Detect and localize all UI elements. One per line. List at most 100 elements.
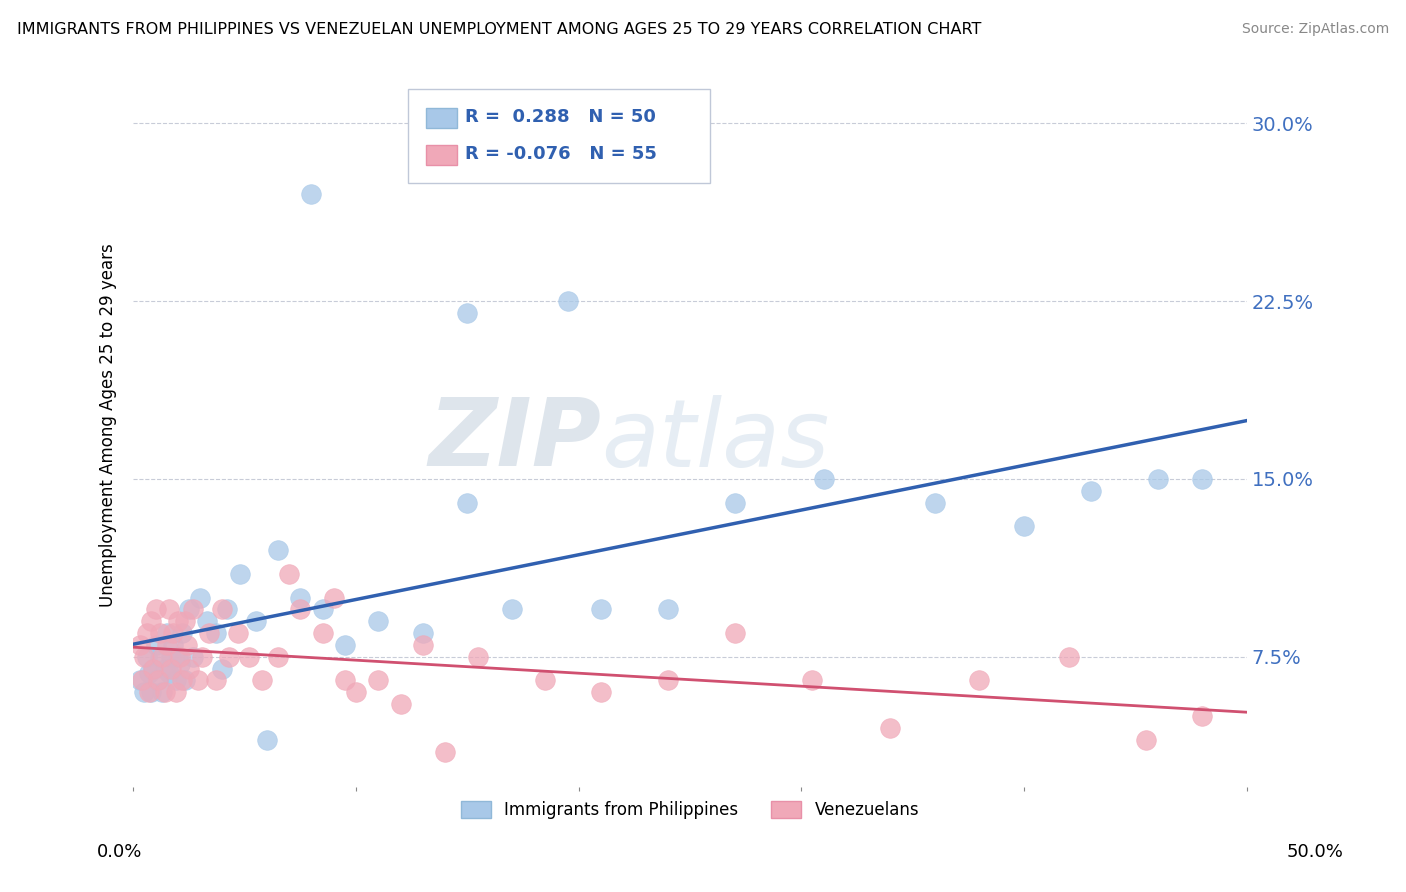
Point (367, 614, 389, 628)
Point (456, 306, 478, 320)
Point (229, 566, 252, 581)
Point (169, 657, 191, 671)
Point (218, 649, 240, 664)
Point (301, 187, 323, 202)
Point (534, 673, 557, 688)
Point (211, 662, 233, 676)
Point (167, 649, 190, 664)
Point (589, 685, 612, 699)
Point (924, 496, 946, 510)
Text: Source: ZipAtlas.com: Source: ZipAtlas.com (1241, 22, 1389, 37)
Point (1057, 649, 1080, 664)
Point (160, 662, 183, 676)
Point (501, 602, 523, 616)
Point (153, 662, 176, 676)
Point (723, 626, 745, 640)
Point (149, 626, 172, 640)
Point (134, 649, 156, 664)
Point (149, 649, 172, 664)
Point (165, 685, 187, 699)
Point (434, 745, 457, 759)
Point (173, 673, 195, 688)
Point (146, 673, 169, 688)
Point (191, 649, 214, 664)
Point (1191, 472, 1213, 486)
Point (412, 638, 434, 652)
Point (238, 649, 260, 664)
Point (723, 496, 745, 510)
Point (167, 614, 190, 628)
Point (150, 649, 173, 664)
Point (172, 673, 194, 688)
Point (879, 721, 901, 735)
Point (322, 591, 344, 605)
Point (557, 294, 579, 309)
Point (146, 673, 169, 688)
Point (969, 673, 991, 688)
Point (195, 614, 218, 628)
Point (145, 602, 167, 616)
Point (135, 649, 157, 664)
Point (311, 626, 333, 640)
Point (129, 638, 152, 652)
Point (245, 614, 267, 628)
Point (187, 673, 209, 688)
Legend: Immigrants from Philippines, Venezuelans: Immigrants from Philippines, Venezuelans (454, 795, 927, 826)
Point (183, 602, 205, 616)
Text: R = -0.076   N = 55: R = -0.076 N = 55 (465, 145, 657, 163)
Point (456, 496, 478, 510)
Point (801, 673, 824, 688)
Point (267, 649, 290, 664)
Point (198, 626, 221, 640)
Point (162, 626, 184, 640)
Point (156, 638, 179, 652)
Point (138, 666, 160, 681)
Point (226, 626, 249, 640)
Point (150, 685, 173, 699)
Point (188, 591, 211, 605)
Point (142, 662, 165, 676)
Point (367, 673, 389, 688)
Point (344, 685, 367, 699)
Point (467, 649, 489, 664)
Point (1012, 519, 1035, 533)
Point (141, 614, 163, 628)
Point (177, 662, 200, 676)
Point (173, 614, 195, 628)
Point (333, 638, 356, 652)
Point (138, 685, 160, 699)
Point (412, 626, 434, 640)
Text: ZIP: ZIP (427, 394, 600, 486)
Point (135, 626, 157, 640)
Point (157, 602, 180, 616)
Point (153, 685, 176, 699)
Point (129, 673, 152, 688)
Point (142, 662, 165, 676)
Point (172, 626, 194, 640)
Point (215, 602, 238, 616)
Point (278, 566, 301, 581)
Point (657, 602, 679, 616)
Point (1080, 483, 1102, 498)
Point (183, 649, 205, 664)
Text: 50.0%: 50.0% (1286, 843, 1343, 861)
Point (389, 697, 412, 711)
Point (813, 472, 835, 486)
Point (267, 543, 290, 558)
Point (589, 602, 612, 616)
Point (165, 673, 187, 688)
Point (176, 638, 198, 652)
Text: 0.0%: 0.0% (97, 843, 142, 861)
Point (1191, 709, 1213, 723)
Point (156, 626, 179, 640)
Point (256, 732, 278, 747)
Point (211, 602, 233, 616)
Point (134, 685, 156, 699)
Point (657, 673, 679, 688)
Point (311, 602, 333, 616)
Y-axis label: Unemployment Among Ages 25 to 29 years: Unemployment Among Ages 25 to 29 years (100, 244, 117, 607)
Text: atlas: atlas (600, 394, 830, 485)
Point (145, 638, 167, 652)
Point (131, 673, 153, 688)
Point (169, 649, 191, 664)
